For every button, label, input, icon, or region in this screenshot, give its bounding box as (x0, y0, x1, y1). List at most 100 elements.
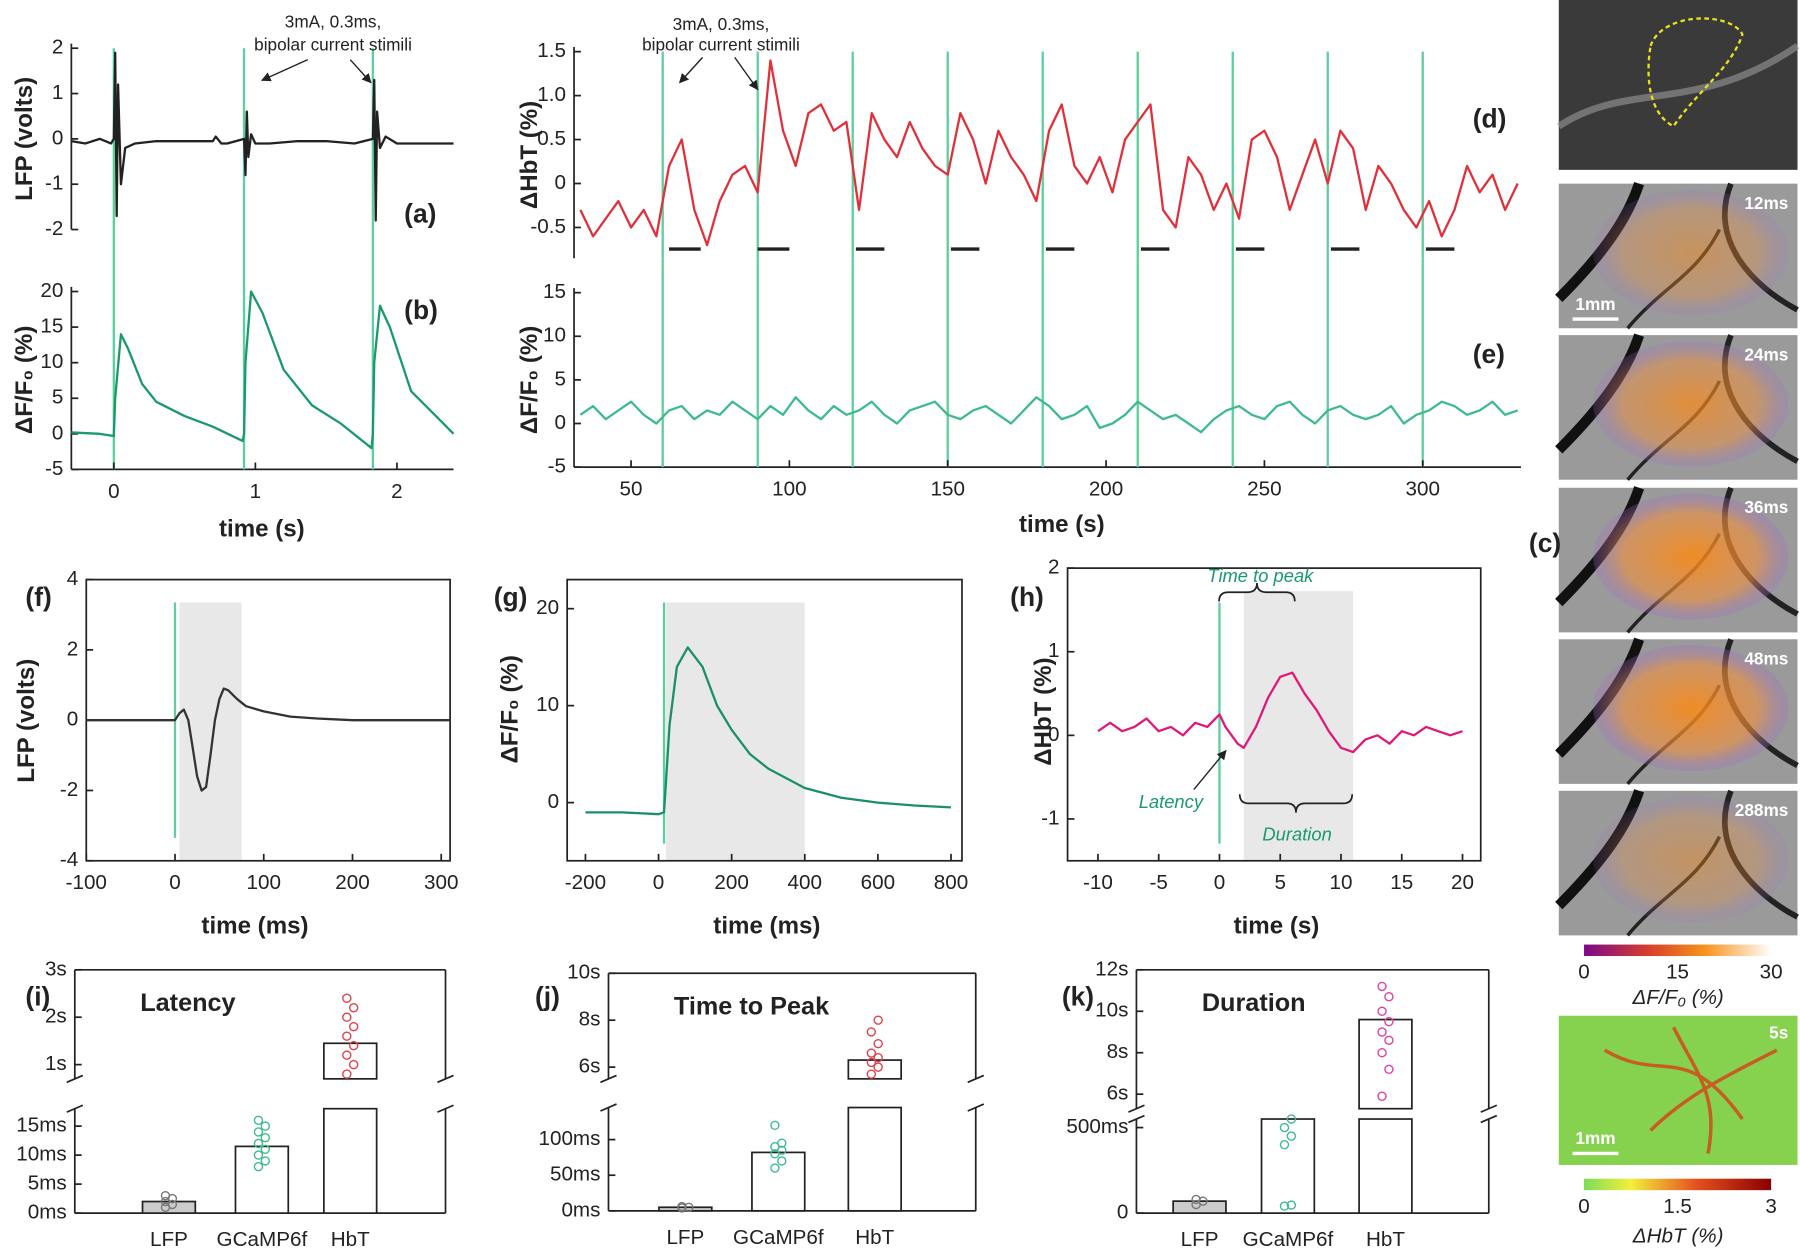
colorbar-label: ΔF/F₀ (%) (1631, 986, 1723, 1009)
data-point (866, 1027, 877, 1037)
y-tick-label: 20 (536, 596, 559, 619)
y-tick-label: 5ms (28, 1172, 67, 1195)
data-point (1377, 981, 1387, 992)
y-tick-label: 1 (52, 81, 63, 104)
y-tick-label: 1s (45, 1052, 67, 1075)
annotation: Time to peak (1207, 565, 1314, 586)
panel-label: (i) (25, 981, 50, 1011)
trace (71, 290, 455, 450)
data-point (348, 1059, 359, 1070)
data-point (873, 1053, 883, 1063)
x-tick-label: 200 (714, 871, 748, 894)
colorbar-label: ΔHbT (%) (1632, 1225, 1724, 1248)
data-point (1377, 1006, 1387, 1016)
x-tick-label: GCaMP6f (1243, 1228, 1334, 1251)
y-tick-label: 15ms (16, 1114, 66, 1137)
x-tick-label: 1 (250, 480, 261, 503)
x-tick-label: 150 (931, 478, 965, 501)
y-tick-label: 4 (67, 567, 78, 590)
region-outline (1647, 17, 1744, 128)
y-tick-label: 6s (579, 1055, 601, 1078)
data-point (1384, 992, 1394, 1002)
x-axis-label: time (ms) (201, 913, 308, 940)
x-tick-label: GCaMP6f (217, 1228, 308, 1251)
data-point (1286, 1131, 1297, 1141)
axis-break (1480, 1114, 1498, 1124)
data-point (777, 1156, 787, 1166)
x-tick-label: 800 (934, 871, 968, 894)
bar-chart-title: Time to Peak (674, 992, 830, 1020)
y-axis-label: ΔF/F₀ (%) (11, 326, 38, 434)
frame-time: 24ms (1744, 344, 1788, 364)
y-tick-label: 500ms (1066, 1115, 1128, 1138)
y-axis-label: ΔHbT (%) (1030, 657, 1057, 765)
data-point (342, 1012, 352, 1022)
colorbar-tick-label: 0 (1578, 961, 1589, 984)
axis-break (600, 1103, 617, 1112)
colorbar (1584, 1178, 1772, 1191)
axis-break (437, 1074, 454, 1084)
data-point (253, 1162, 264, 1172)
data-point (253, 1115, 264, 1125)
y-tick-label: 10s (1095, 999, 1128, 1022)
y-tick-label: 0 (555, 411, 566, 434)
y-axis-label: ΔF/F₀ (%) (496, 655, 523, 763)
y-tick-label: 0 (1117, 1201, 1128, 1224)
x-axis-label: time (s) (1234, 913, 1320, 940)
trace (585, 646, 952, 816)
arrow (678, 56, 704, 84)
x-tick-label: LFP (1181, 1228, 1219, 1251)
arrow (1193, 749, 1227, 791)
data-point (777, 1138, 787, 1148)
data-point (260, 1156, 271, 1166)
x-tick-label: -200 (565, 871, 606, 894)
colorbar-tick-label: 0 (1578, 1195, 1589, 1218)
data-point (1198, 1196, 1208, 1206)
y-axis-label: LFP (volts) (13, 659, 40, 783)
y-axis-label: ΔF/F₀ (%) (516, 326, 543, 434)
shaded-window (1243, 591, 1354, 861)
y-tick-label: 0ms (561, 1198, 600, 1221)
x-tick-label: -100 (66, 871, 107, 894)
data-point (260, 1132, 271, 1143)
axis-break (967, 1103, 985, 1112)
y-tick-label: 0 (1048, 723, 1059, 746)
trace (86, 687, 451, 792)
panel-label: (c) (1529, 528, 1561, 558)
y-tick-label: 0 (52, 126, 63, 149)
axis-break (1128, 1114, 1145, 1124)
scale-bar-label: 1mm (1575, 1128, 1615, 1148)
data-point (342, 1050, 352, 1060)
data-point (866, 1057, 877, 1068)
y-tick-label: 15 (543, 280, 566, 303)
data-point (348, 1040, 359, 1051)
data-point (770, 1120, 780, 1131)
y-axis-label: LFP (volts) (11, 77, 38, 201)
colorbar (1584, 944, 1772, 957)
frame-time: 5s (1769, 1023, 1788, 1043)
y-tick-label: 2 (67, 637, 78, 660)
y-tick-label: -1 (1041, 806, 1059, 829)
y-tick-label: 10 (543, 324, 566, 347)
x-tick-label: 50 (620, 478, 643, 501)
x-tick-label: 5 (1274, 871, 1285, 894)
y-tick-label: -5 (45, 457, 63, 480)
axis-break (1480, 1104, 1498, 1113)
y-tick-label: 20 (40, 279, 63, 302)
y-tick-label: 0ms (28, 1201, 67, 1224)
data-point (348, 1003, 359, 1013)
x-tick-label: 0 (169, 871, 180, 894)
colorbar-tick-label: 1.5 (1663, 1195, 1692, 1218)
y-tick-label: 10 (40, 350, 63, 373)
shaded-window (179, 602, 242, 861)
hbt-image (1558, 1015, 1798, 1165)
arrow (734, 56, 759, 91)
y-tick-label: 2 (1048, 556, 1059, 579)
y-tick-label: 12s (1095, 957, 1128, 980)
data-point (770, 1163, 780, 1173)
plot-frame (1066, 567, 1482, 862)
data-point (1377, 1048, 1387, 1058)
data-point (1279, 1122, 1290, 1133)
x-tick-label: -10 (1083, 871, 1113, 894)
